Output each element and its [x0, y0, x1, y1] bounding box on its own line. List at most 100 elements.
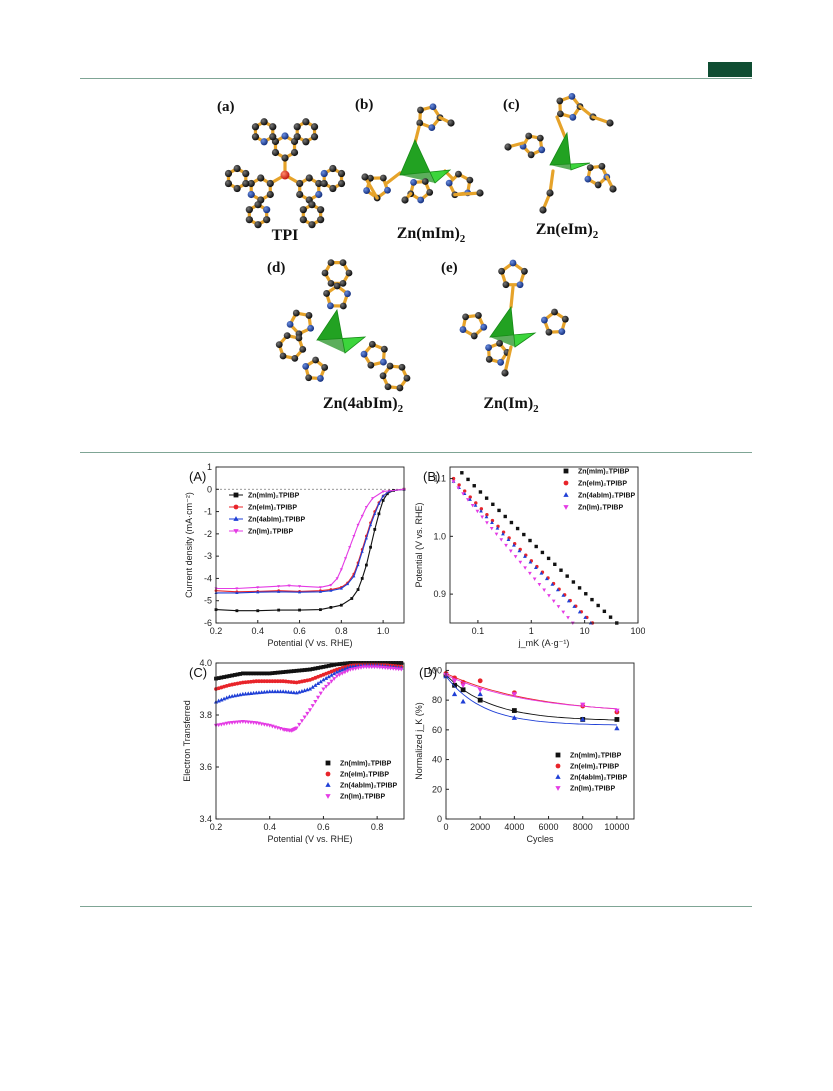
data-point — [283, 689, 288, 694]
data-point — [310, 684, 315, 689]
data-point — [534, 544, 538, 549]
data-point — [340, 671, 345, 676]
data-point — [350, 667, 356, 672]
data-point — [608, 615, 613, 619]
data-point — [361, 665, 366, 670]
carbon-atom — [299, 206, 307, 214]
legend-entry: Zn(mIm)₂TPIBP — [340, 761, 392, 768]
nitrogen-atom — [584, 175, 592, 183]
nitrogen-atom — [327, 302, 334, 310]
carbon-atom — [536, 134, 544, 142]
data-point — [565, 574, 569, 578]
data-point — [461, 492, 465, 496]
data-point — [511, 715, 518, 720]
data-point — [457, 483, 461, 487]
panel-label: (D) — [419, 665, 437, 680]
carbon-atom — [379, 174, 387, 182]
nitrogen-atom — [263, 206, 271, 214]
data-point — [371, 497, 375, 500]
carbon-atom — [521, 267, 528, 275]
data-point — [346, 582, 350, 586]
y-axis-label: Normalized j_K (%) — [414, 702, 424, 780]
data-point — [372, 665, 377, 670]
footer-rule — [80, 906, 752, 907]
data-point — [313, 683, 318, 687]
legend-entry: Zn(Im)₂TPIBP — [578, 505, 623, 512]
data-point — [334, 662, 339, 667]
data-point — [468, 497, 472, 501]
carbon-atom — [327, 259, 335, 267]
data-point — [246, 671, 251, 676]
data-point — [286, 669, 291, 674]
data-point — [369, 523, 373, 527]
data-point — [360, 577, 364, 580]
carbon-atom — [251, 133, 260, 141]
panel-letter-c: (c) — [503, 97, 520, 113]
nitrogen-atom — [538, 146, 546, 154]
data-point — [251, 671, 256, 676]
carbon-atom — [496, 339, 503, 347]
carbon-atom — [224, 179, 233, 188]
carbon-atom — [245, 216, 253, 224]
legend-entry: Zn(Im)₂TPIBP — [248, 529, 293, 536]
carbon-atom — [308, 221, 316, 229]
y-tick-label: -2 — [204, 529, 212, 539]
data-point — [352, 574, 356, 578]
data-point — [356, 588, 360, 591]
data-point — [477, 691, 483, 697]
data-point — [491, 502, 495, 507]
carbon-atom — [417, 106, 424, 114]
carbon-atom — [416, 119, 424, 127]
carbon-atom — [401, 196, 409, 204]
data-point — [305, 667, 310, 672]
data-point — [477, 697, 483, 703]
nitrogen-atom — [459, 326, 467, 333]
nitrogen-atom — [410, 178, 417, 186]
data-point — [356, 666, 361, 671]
data-point — [546, 556, 551, 561]
panel-letter-e: (e) — [441, 260, 458, 276]
data-point — [294, 726, 299, 731]
data-point — [460, 687, 466, 693]
data-point — [503, 514, 507, 519]
x-tick-label: 1 — [529, 626, 534, 636]
data-point — [518, 560, 523, 565]
data-point — [523, 554, 527, 558]
data-point — [319, 608, 322, 612]
data-point — [532, 577, 537, 581]
data-point — [281, 670, 286, 674]
data-point — [315, 681, 321, 686]
data-point — [339, 568, 343, 572]
y-tick-label: -3 — [204, 551, 212, 561]
data-point — [256, 586, 260, 590]
data-point — [254, 679, 259, 684]
carbon-atom — [296, 190, 304, 199]
y-tick-label: 1.0 — [433, 531, 446, 541]
data-point — [294, 668, 299, 673]
data-point — [310, 704, 315, 708]
data-point — [262, 679, 267, 684]
data-point — [310, 667, 315, 671]
data-point — [318, 679, 323, 684]
panel-letter-d: (d) — [267, 260, 285, 276]
chart-c-electron-transferred: (C) 0.2 0.4 0.6 0.8 3.4 3.6 3.8 4.0 Potential (V … — [182, 655, 417, 855]
bond — [503, 345, 513, 375]
data-point — [542, 588, 547, 592]
data-point — [512, 543, 516, 547]
nitrogen-atom — [247, 190, 255, 199]
carbon-atom — [317, 206, 325, 214]
data-point — [556, 605, 561, 609]
data-point — [287, 584, 291, 588]
data-point — [299, 719, 305, 723]
data-point — [479, 507, 484, 511]
carbon-atom — [254, 221, 262, 229]
carbon-atom — [260, 118, 268, 126]
label-zn-4abim2: Zn(4abIm)2 — [323, 395, 404, 415]
nitrogen-atom — [320, 169, 328, 178]
label-zn-eim2: Zn(eIm)2 — [536, 221, 599, 241]
carbon-atom — [485, 355, 493, 363]
data-point — [337, 662, 342, 666]
carbon-atom — [561, 315, 569, 323]
data-point — [297, 668, 302, 673]
data-point — [257, 671, 261, 676]
